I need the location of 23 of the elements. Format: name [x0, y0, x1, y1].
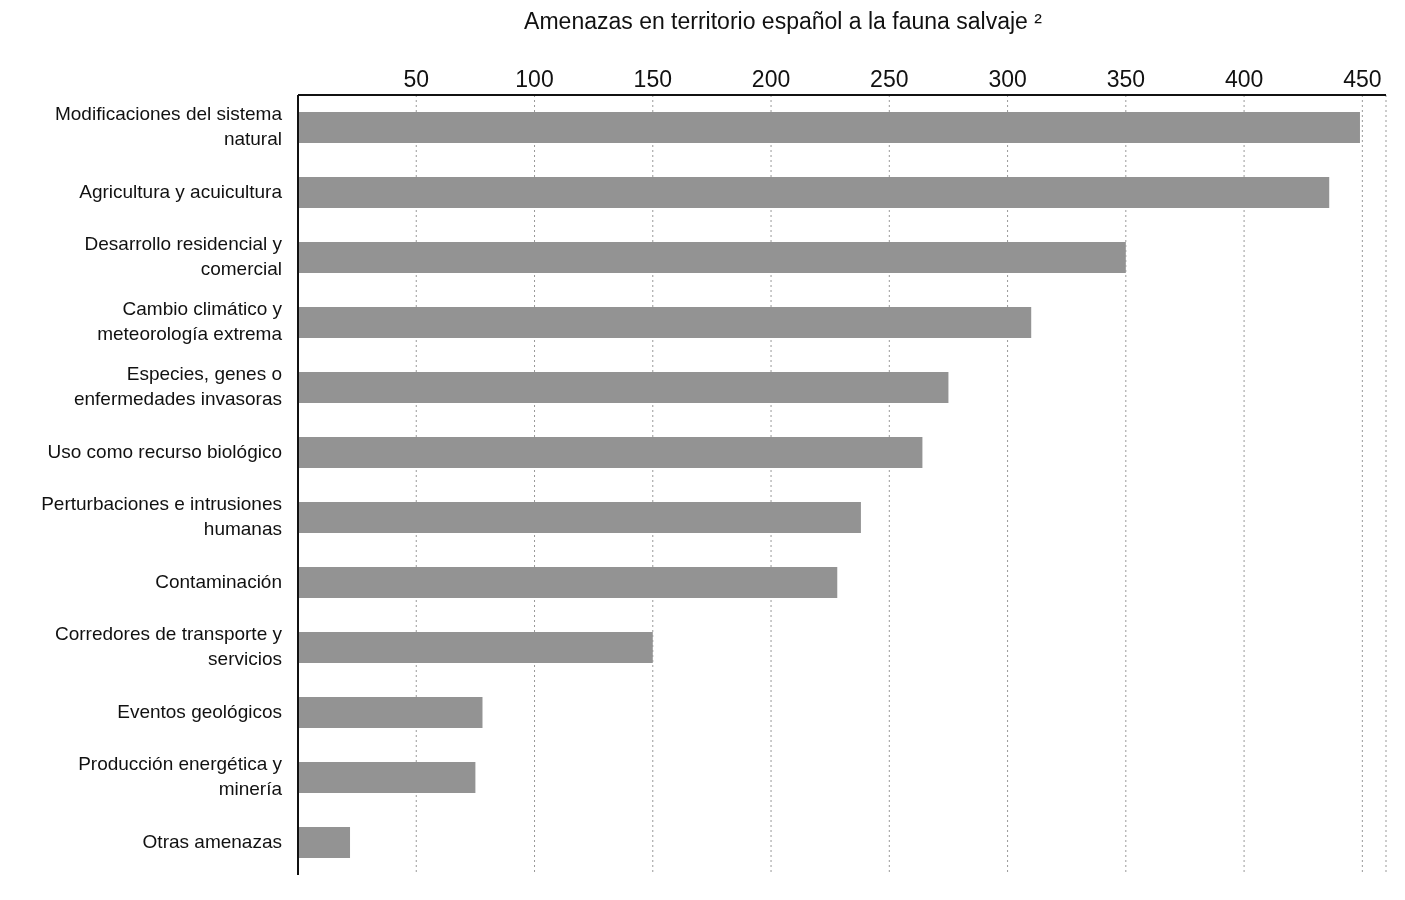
- y-tick-label: Agricultura y acuicultura: [79, 180, 283, 202]
- y-tick-label: Perturbaciones e intrusiones humanas: [41, 493, 282, 540]
- x-tick-label: 300: [988, 66, 1027, 92]
- x-tick-label: 250: [870, 66, 909, 92]
- y-tick-label: Contaminación: [155, 570, 282, 592]
- y-tick-label: Uso como recurso biológico: [47, 440, 282, 462]
- x-tick-label: 100: [515, 66, 554, 92]
- y-tick-label: Producción energética y minería: [78, 753, 283, 800]
- y-tick-label: Especies, genes o enfermedades invasoras: [73, 363, 282, 410]
- y-tick-label: Eventos geológicos: [117, 700, 282, 722]
- y-tick-label: Otras amenazas: [142, 830, 282, 852]
- x-tick-label: 450: [1343, 66, 1382, 92]
- chart-title: Amenazas en territorio español a la fauna salvaje ²: [523, 8, 1043, 35]
- y-tick-label: Cambio climático y meteorología extrema: [97, 298, 283, 345]
- y-tick-label: Desarrollo residencial y comercial: [84, 233, 283, 280]
- bar: [298, 826, 351, 858]
- x-tick-label: 350: [1106, 66, 1146, 92]
- x-tick-label: 50: [403, 66, 430, 92]
- x-tick-label: 150: [633, 66, 672, 92]
- y-tick-label: Corredores de transporte y servicios: [54, 623, 283, 670]
- x-tick-label: 400: [1224, 66, 1264, 92]
- x-tick-label: 200: [751, 66, 791, 92]
- y-tick-label: Modificaciones del sistema natural: [54, 103, 283, 150]
